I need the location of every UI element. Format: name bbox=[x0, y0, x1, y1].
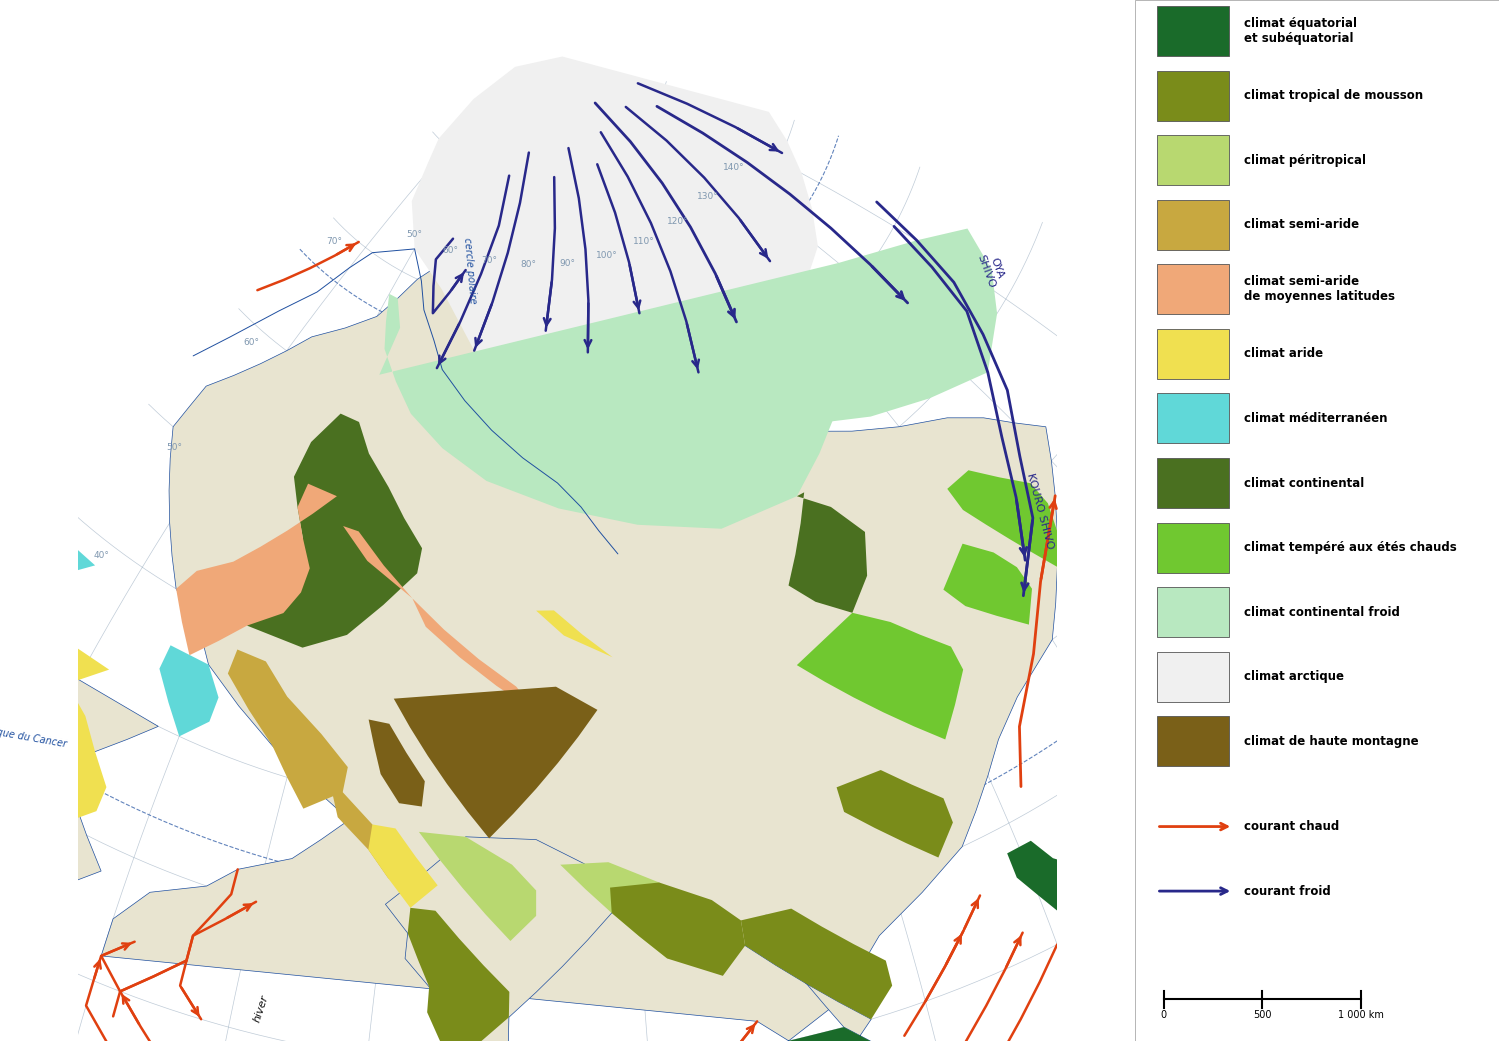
Text: 40°: 40° bbox=[93, 552, 109, 560]
Bar bbox=[1157, 135, 1229, 185]
Text: 50°: 50° bbox=[166, 443, 183, 452]
Polygon shape bbox=[369, 824, 438, 908]
Bar bbox=[1157, 458, 1229, 508]
Bar bbox=[1157, 71, 1229, 121]
Text: climat de haute montagne: climat de haute montagne bbox=[1244, 735, 1418, 747]
Text: hiver: hiver bbox=[252, 994, 270, 1024]
Bar bbox=[1157, 329, 1229, 379]
Text: KOURO SHIVO: KOURO SHIVO bbox=[1025, 472, 1055, 550]
Text: climat méditerranéen: climat méditerranéen bbox=[1244, 412, 1388, 425]
Text: 70°: 70° bbox=[327, 237, 342, 247]
Text: climat semi-aride
de moyennes latitudes: climat semi-aride de moyennes latitudes bbox=[1244, 276, 1396, 303]
Bar bbox=[1157, 264, 1229, 314]
Bar bbox=[1157, 393, 1229, 443]
Text: 60°: 60° bbox=[442, 246, 459, 255]
Bar bbox=[1157, 523, 1229, 573]
Text: courant froid: courant froid bbox=[1244, 885, 1331, 897]
Bar bbox=[1157, 587, 1229, 637]
Text: 120°: 120° bbox=[667, 218, 688, 226]
Polygon shape bbox=[412, 56, 818, 420]
Text: 140°: 140° bbox=[724, 162, 745, 172]
Polygon shape bbox=[28, 667, 159, 884]
Text: climat continental froid: climat continental froid bbox=[1244, 606, 1400, 618]
Text: climat péritropical: climat péritropical bbox=[1244, 154, 1366, 167]
Polygon shape bbox=[537, 610, 703, 719]
Polygon shape bbox=[0, 632, 109, 844]
Text: 90°: 90° bbox=[559, 258, 576, 268]
Text: COURANT
NORD-ÉQUATORIAL: COURANT NORD-ÉQUATORIAL bbox=[1283, 623, 1414, 672]
Text: climat semi-aride: climat semi-aride bbox=[1244, 219, 1360, 231]
Text: 110°: 110° bbox=[633, 236, 655, 246]
Polygon shape bbox=[247, 413, 423, 648]
Text: climat tropical de mousson: climat tropical de mousson bbox=[1244, 90, 1423, 102]
Bar bbox=[1157, 716, 1229, 766]
Polygon shape bbox=[315, 759, 393, 879]
Polygon shape bbox=[561, 862, 690, 959]
Polygon shape bbox=[745, 915, 916, 1041]
Text: 0: 0 bbox=[1160, 1010, 1166, 1020]
Text: 500: 500 bbox=[1253, 1010, 1271, 1020]
Text: 80°: 80° bbox=[520, 260, 537, 270]
Polygon shape bbox=[610, 883, 745, 975]
Text: 70°: 70° bbox=[481, 256, 496, 265]
Polygon shape bbox=[738, 229, 997, 423]
Polygon shape bbox=[369, 719, 424, 807]
Polygon shape bbox=[1007, 841, 1097, 931]
Bar bbox=[1157, 200, 1229, 250]
Text: climat continental: climat continental bbox=[1244, 477, 1364, 489]
Polygon shape bbox=[741, 909, 892, 1019]
Polygon shape bbox=[385, 837, 612, 1041]
Bar bbox=[1157, 652, 1229, 702]
Text: 130°: 130° bbox=[697, 193, 720, 201]
Polygon shape bbox=[947, 471, 1057, 567]
Polygon shape bbox=[379, 263, 856, 529]
Polygon shape bbox=[408, 908, 510, 1041]
Text: climat arctique: climat arctique bbox=[1244, 670, 1345, 683]
Polygon shape bbox=[228, 650, 348, 809]
Polygon shape bbox=[1237, 900, 1414, 1025]
Text: cercle polaire: cercle polaire bbox=[462, 237, 477, 305]
Text: tropique du Cancer: tropique du Cancer bbox=[0, 723, 67, 750]
Polygon shape bbox=[788, 1027, 916, 1041]
Text: 50°: 50° bbox=[406, 229, 423, 238]
Polygon shape bbox=[159, 645, 219, 736]
Text: 1 000 km: 1 000 km bbox=[1337, 1010, 1384, 1020]
Polygon shape bbox=[394, 687, 598, 838]
Polygon shape bbox=[100, 244, 1057, 1041]
Polygon shape bbox=[836, 770, 953, 858]
Polygon shape bbox=[0, 496, 94, 588]
Text: climat tempéré aux étés chauds: climat tempéré aux étés chauds bbox=[1244, 541, 1457, 554]
Text: 60°: 60° bbox=[244, 338, 259, 348]
Polygon shape bbox=[343, 526, 537, 712]
Bar bbox=[1157, 6, 1229, 56]
Polygon shape bbox=[175, 484, 337, 655]
Text: climat aride: climat aride bbox=[1244, 348, 1324, 360]
Text: courant chaud: courant chaud bbox=[1244, 820, 1339, 833]
Polygon shape bbox=[1091, 1016, 1177, 1041]
Polygon shape bbox=[788, 492, 866, 613]
Polygon shape bbox=[418, 832, 537, 941]
Text: climat équatorial
et subéquatorial: climat équatorial et subéquatorial bbox=[1244, 18, 1357, 45]
Text: 100°: 100° bbox=[595, 251, 618, 259]
Text: OYA
SHIVO: OYA SHIVO bbox=[976, 250, 1007, 290]
Polygon shape bbox=[797, 613, 964, 739]
Polygon shape bbox=[943, 543, 1031, 625]
